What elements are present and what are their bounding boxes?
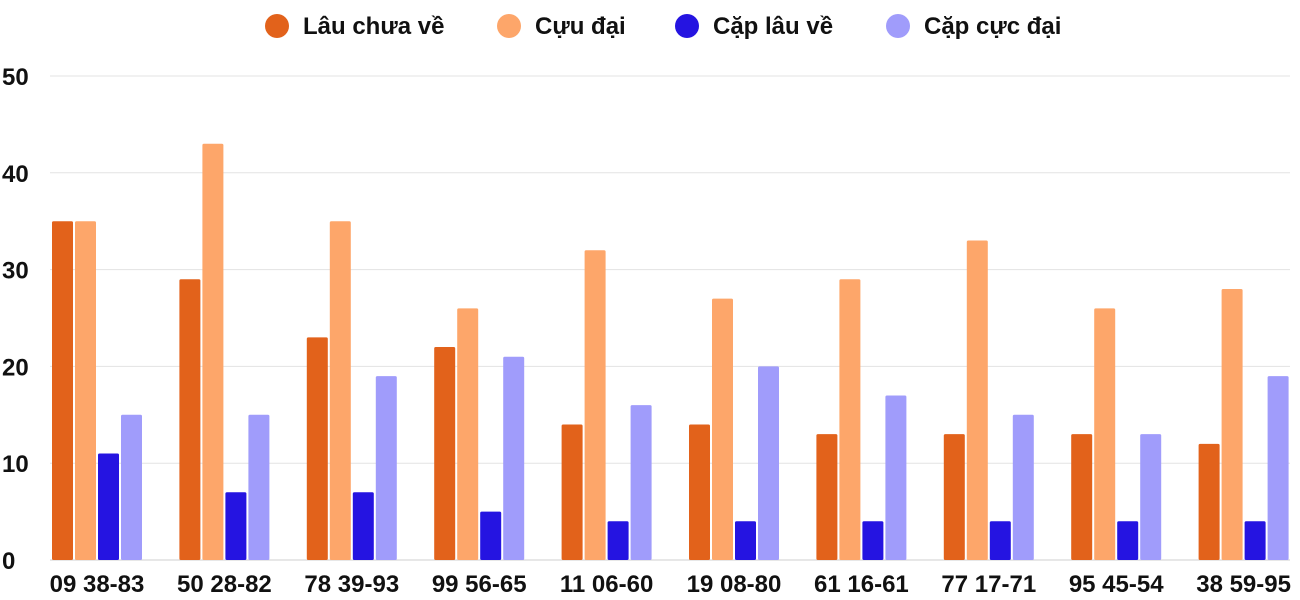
y-tick-label-0: 0 <box>2 548 15 575</box>
bar-cap-lau-ve-99-56-65 <box>480 511 502 560</box>
bar-cap-cuc-dai-38-59-95 <box>1267 376 1289 560</box>
x-tick-label-95-45-54: 95 45-54 <box>1069 571 1164 598</box>
bar-cap-lau-ve-95-45-54 <box>1117 521 1139 560</box>
bar-cap-cuc-dai-11-06-60 <box>630 405 652 560</box>
bar-lau-chua-ve-78-39-93 <box>306 337 328 560</box>
y-tick-label-50: 50 <box>2 64 29 91</box>
x-tick-label-09-38-83: 09 38-83 <box>50 571 145 598</box>
x-tick-label-99-56-65: 99 56-65 <box>432 571 527 598</box>
bar-cuu-dai-77-17-71 <box>966 240 988 560</box>
y-tick-label-30: 30 <box>2 258 29 285</box>
bar-cuu-dai-19-08-80 <box>712 298 733 560</box>
x-axis: 09 38-83 50 28-82 78 39-93 99 56-65 11 06-60… <box>50 571 1291 598</box>
bar-cuu-dai-09-38-83 <box>75 221 96 560</box>
legend-label-cap-cuc-dai: Cặp cực đại <box>924 13 1061 40</box>
bar-cap-lau-ve-11-06-60 <box>607 521 629 560</box>
bar-cap-lau-ve-09-38-83 <box>98 453 119 560</box>
legend-item-cuu-dai: Cựu đại <box>497 13 626 40</box>
bar-lau-chua-ve-99-56-65 <box>434 347 456 560</box>
chart-legend: Lâu chưa về Cựu đại Cặp lâu về Cặp cực đại <box>265 13 1061 40</box>
bar-cuu-dai-95-45-54 <box>1094 308 1116 560</box>
bar-cap-lau-ve-78-39-93 <box>352 492 374 560</box>
bar-lau-chua-ve-61-16-61 <box>816 434 838 560</box>
legend-item-lau-chua-ve: Lâu chưa về <box>265 13 444 40</box>
bar-cap-lau-ve-77-17-71 <box>989 521 1011 560</box>
bar-cuu-dai-78-39-93 <box>329 221 351 560</box>
bar-cuu-dai-99-56-65 <box>457 308 479 560</box>
y-tick-label-40: 40 <box>2 161 29 188</box>
x-tick-label-61-16-61: 61 16-61 <box>814 571 909 598</box>
bar-cap-cuc-dai-61-16-61 <box>885 395 907 560</box>
legend-item-cap-lau-ve: Cặp lâu về <box>675 13 833 40</box>
bar-cap-cuc-dai-99-56-65 <box>503 356 525 560</box>
bar-lau-chua-ve-95-45-54 <box>1071 434 1093 560</box>
bar-lau-chua-ve-50-28-82 <box>179 279 201 560</box>
bar-cuu-dai-50-28-82 <box>202 143 224 560</box>
legend-item-cap-cuc-dai: Cặp cực đại <box>886 13 1061 40</box>
bar-cap-cuc-dai-77-17-71 <box>1012 414 1034 560</box>
legend-swatch-lau-chua-ve <box>265 14 289 38</box>
legend-label-cuu-dai: Cựu đại <box>535 13 626 40</box>
x-tick-label-11-06-60: 11 06-60 <box>560 571 653 598</box>
bar-cuu-dai-11-06-60 <box>584 250 606 561</box>
bar-cap-lau-ve-50-28-82 <box>225 492 247 560</box>
y-tick-label-10: 10 <box>2 451 29 478</box>
bar-cap-lau-ve-38-59-95 <box>1244 521 1266 560</box>
bar-cap-cuc-dai-19-08-80 <box>758 366 779 560</box>
bar-cap-cuc-dai-09-38-83 <box>121 414 142 560</box>
legend-label-cap-lau-ve: Cặp lâu về <box>713 13 833 40</box>
bar-cuu-dai-61-16-61 <box>839 279 861 560</box>
legend-swatch-cap-lau-ve <box>675 14 699 38</box>
bar-cap-cuc-dai-50-28-82 <box>248 414 270 560</box>
bar-lau-chua-ve-19-08-80 <box>689 424 710 560</box>
bar-lau-chua-ve-38-59-95 <box>1198 443 1220 560</box>
x-tick-label-78-39-93: 78 39-93 <box>304 571 399 598</box>
x-tick-label-38-59-95: 38 59-95 <box>1196 571 1291 598</box>
bar-lau-chua-ve-09-38-83 <box>52 221 73 560</box>
y-axis: 0 10 20 30 40 50 <box>2 64 29 575</box>
bar-cap-cuc-dai-95-45-54 <box>1140 434 1162 560</box>
legend-swatch-cap-cuc-dai <box>886 14 910 38</box>
x-tick-label-50-28-82: 50 28-82 <box>177 571 272 598</box>
bar-cap-lau-ve-19-08-80 <box>735 521 756 560</box>
bar-cap-lau-ve-61-16-61 <box>862 521 884 560</box>
x-tick-label-77-17-71: 77 17-71 <box>941 571 1036 598</box>
bar-lau-chua-ve-11-06-60 <box>561 424 583 560</box>
chart-bars <box>52 143 1289 561</box>
legend-swatch-cuu-dai <box>497 14 521 38</box>
y-tick-label-20: 20 <box>2 354 29 381</box>
bar-cuu-dai-38-59-95 <box>1221 288 1243 560</box>
legend-label-lau-chua-ve: Lâu chưa về <box>303 13 444 40</box>
bar-cap-cuc-dai-78-39-93 <box>375 376 397 560</box>
bar-lau-chua-ve-77-17-71 <box>943 434 965 560</box>
x-tick-label-19-08-80: 19 08-80 <box>687 571 782 598</box>
